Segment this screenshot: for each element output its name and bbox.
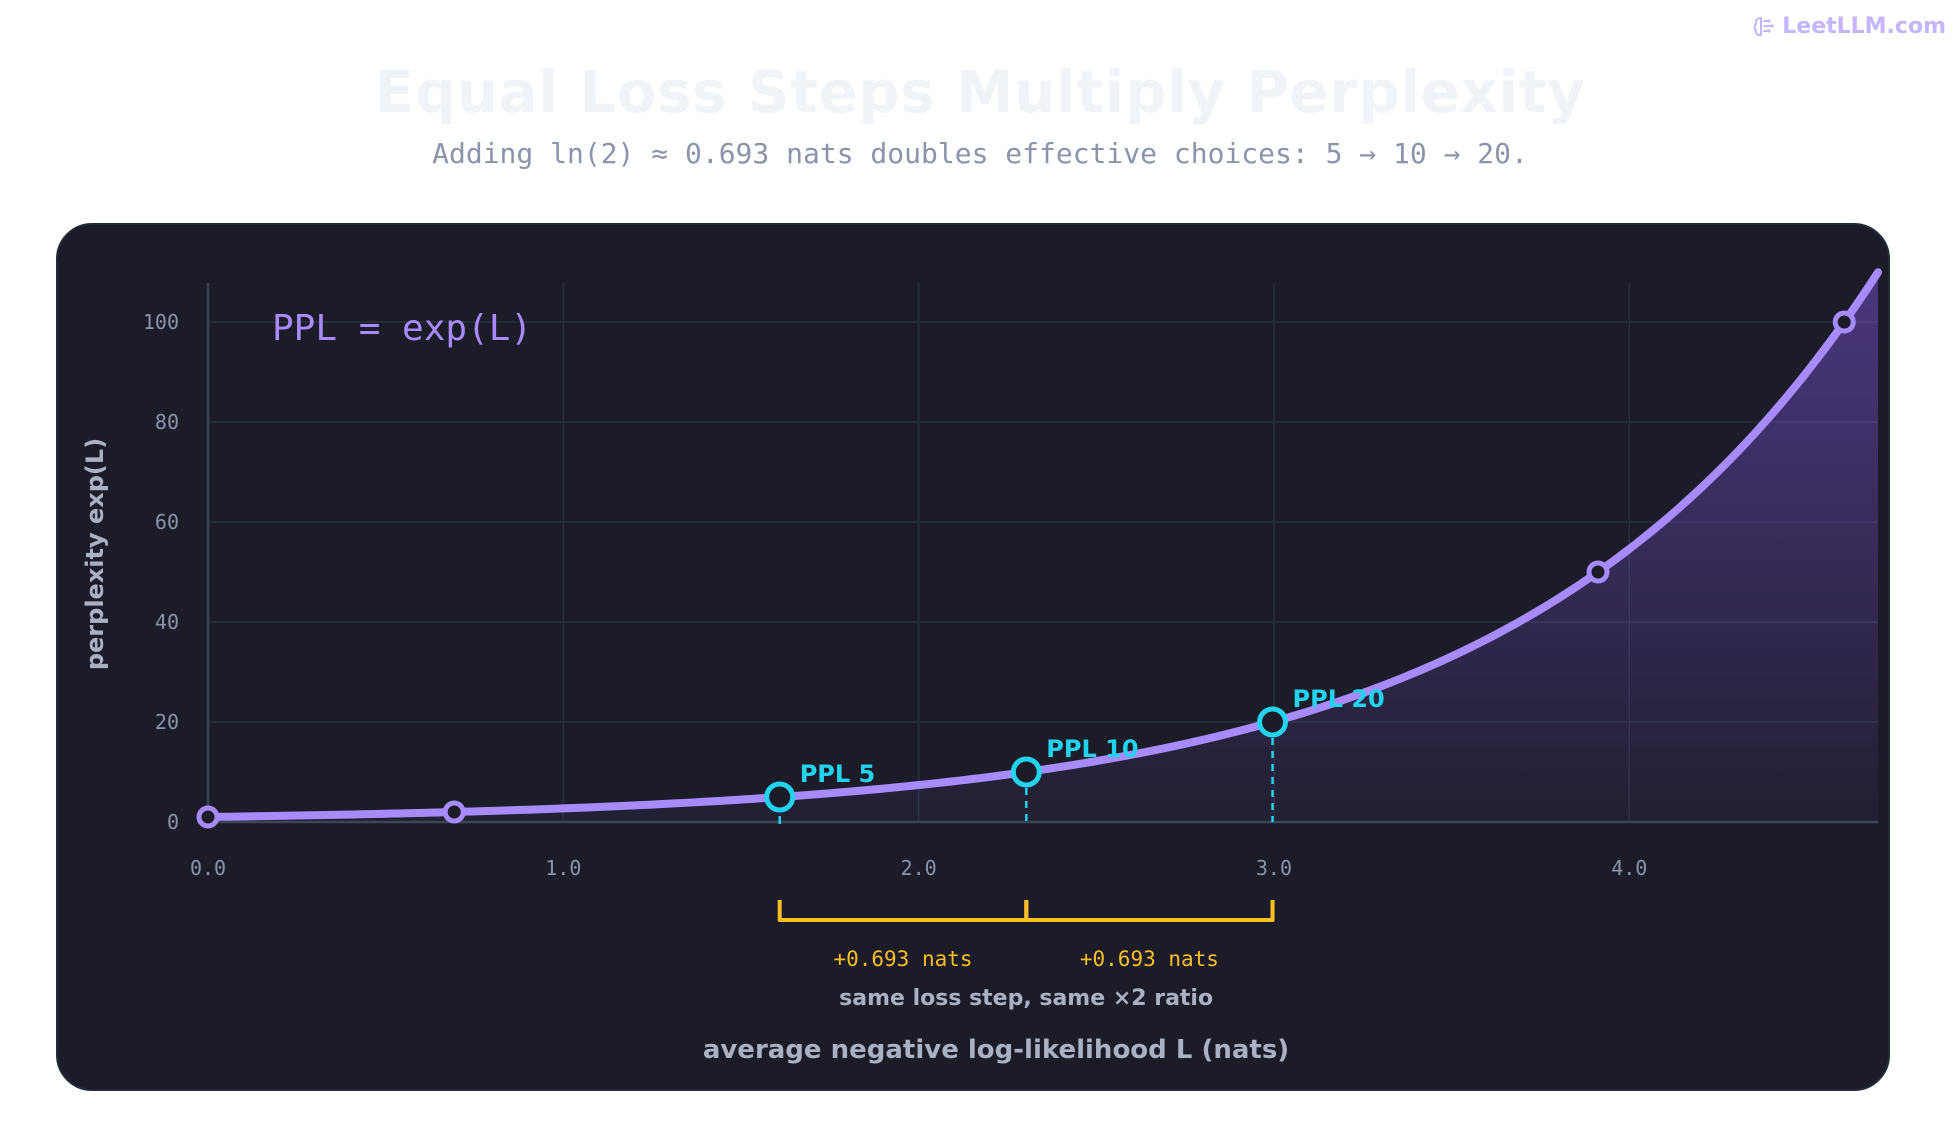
x-tick-label: 3.0 bbox=[1256, 856, 1292, 880]
y-tick-label: 0 bbox=[167, 810, 179, 834]
data-points bbox=[196, 310, 1856, 829]
x-tick-label: 4.0 bbox=[1611, 856, 1647, 880]
brand-name: LeetLLM.com bbox=[1782, 14, 1946, 39]
step-caption: same loss step, same ×2 ratio bbox=[839, 986, 1213, 1011]
y-axis-label: perplexity exp(L) bbox=[81, 438, 109, 670]
brand[interactable]: LeetLLM.com bbox=[1752, 14, 1946, 39]
x-tick-label: 0.0 bbox=[190, 856, 226, 880]
step-brackets bbox=[777, 900, 1275, 922]
area-under-curve bbox=[208, 272, 1878, 822]
step-bracket bbox=[1024, 900, 1275, 922]
chart-title: Equal Loss Steps Multiply Perplexity bbox=[374, 58, 1586, 126]
data-point bbox=[1832, 310, 1856, 334]
point-label: PPL 20 bbox=[1293, 685, 1385, 713]
guide-lines bbox=[778, 738, 1274, 824]
brain-icon bbox=[1753, 16, 1774, 36]
labels: 0 20 40 60 80 100 0.0 1.0 2.0 3.0 4.0 PPL = exp(L) P… bbox=[81, 308, 1647, 1065]
x-tick-label: 2.0 bbox=[901, 856, 937, 880]
step-bracket bbox=[777, 900, 1029, 922]
step-label: +0.693 nats bbox=[833, 947, 972, 971]
y-tick-label: 80 bbox=[155, 410, 179, 434]
axes bbox=[206, 283, 1878, 824]
formula-label: PPL = exp(L) bbox=[272, 308, 532, 349]
highlight-point bbox=[1010, 756, 1042, 788]
x-tick-label: 1.0 bbox=[545, 856, 581, 880]
x-axis-label: average negative log-likelihood L (nats) bbox=[703, 1035, 1289, 1065]
point-label: PPL 10 bbox=[1046, 735, 1138, 763]
data-point bbox=[442, 800, 466, 824]
highlight-point bbox=[764, 781, 796, 813]
y-tick-label: 60 bbox=[155, 510, 179, 534]
y-tick-label: 20 bbox=[155, 710, 179, 734]
data-point bbox=[1586, 560, 1610, 584]
area-fill bbox=[208, 272, 1878, 822]
highlight-point bbox=[1257, 706, 1289, 738]
step-label: +0.693 nats bbox=[1080, 947, 1219, 971]
y-tick-label: 40 bbox=[155, 610, 179, 634]
y-tick-label: 100 bbox=[143, 310, 179, 334]
chart-subtitle: Adding ln(2) ≈ 0.693 nats doubles effect… bbox=[432, 137, 1528, 170]
point-label: PPL 5 bbox=[800, 760, 876, 788]
data-point bbox=[196, 805, 220, 829]
